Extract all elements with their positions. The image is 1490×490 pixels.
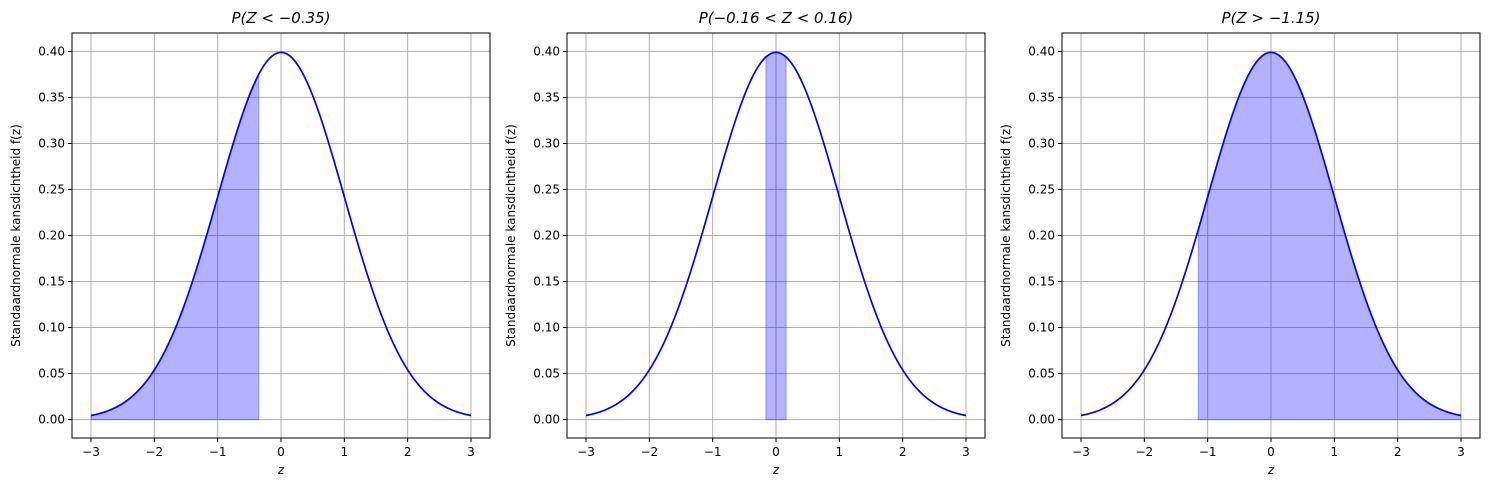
y-tick-label: 0.05 [533,367,560,381]
y-tick-label: 0.20 [1028,229,1055,243]
x-tick-label: 3 [962,445,970,459]
y-tick-label: 0.20 [38,229,65,243]
x-tick-label: −2 [1135,445,1153,459]
x-tick-label: −1 [1199,445,1217,459]
x-axis-label: z [772,463,780,477]
y-tick-label: 0.15 [1028,275,1055,289]
y-tick-label: 0.35 [533,90,560,104]
x-tick-label: −2 [640,445,658,459]
x-tick-label: −1 [209,445,227,459]
y-tick-label: 0.25 [1028,182,1055,196]
x-tick-label: 1 [1331,445,1339,459]
x-tick-label: 0 [772,445,780,459]
pdf-curve [585,51,967,417]
y-tick-label: 0.00 [533,413,560,427]
x-axis-label: z [1267,463,1275,477]
y-tick-label: 0.30 [533,136,560,150]
y-tick-label: 0.20 [533,229,560,243]
x-tick-label: 3 [1457,445,1465,459]
y-tick-label: 0.05 [38,367,65,381]
x-tick-label: 0 [277,445,285,459]
y-tick-label: 0.15 [38,275,65,289]
chart-title: P(Z > −1.15) [1221,9,1320,27]
y-axis-label: Standaardnormale kansdichtheid f(z) [999,124,1013,347]
x-tick-label: 1 [341,445,349,459]
x-tick-label: 3 [467,445,475,459]
x-tick-label: 2 [404,445,412,459]
x-tick-label: −3 [577,445,595,459]
y-tick-label: 0.00 [1028,413,1055,427]
y-tick-label: 0.00 [38,413,65,427]
chart-panel-3: −3 −2 −1 0 1 2 3 0.00 0.05 0.10 0.15 0.20 0.25 0.30 0.… [999,9,1481,477]
y-tick-label: 0.30 [1028,136,1055,150]
y-axis-label: Standaardnormale kansdichtheid f(z) [9,124,23,347]
x-tick-label: −1 [704,445,722,459]
shaded-area [90,73,260,421]
x-tick-label: 1 [836,445,844,459]
y-tick-label: 0.25 [38,182,65,196]
y-axis-label: Standaardnormale kansdichtheid f(z) [504,124,518,347]
y-tick-label: 0.30 [38,136,65,150]
y-tick-label: 0.15 [533,275,560,289]
y-tick-label: 0.10 [533,321,560,335]
y-tick-label: 0.40 [1028,44,1055,58]
y-tick-label: 0.35 [1028,90,1055,104]
chart-panel-2: −3 −2 −1 0 1 2 3 0.00 0.05 0.10 0.15 0.20 0.25 0.30 0.… [504,9,986,477]
x-tick-label: 2 [899,445,907,459]
chart-title: P(−0.16 < Z < 0.16) [699,9,854,27]
y-tick-label: 0.10 [1028,321,1055,335]
y-tick-label: 0.40 [533,44,560,58]
pdf-curve [1080,51,1462,417]
y-tick-label: 0.25 [533,182,560,196]
y-tick-label: 0.35 [38,90,65,104]
chart-panel-1: −3 −2 −1 0 1 2 3 0.00 0.05 0.10 0.15 0.20 0.25 0.30 0.… [9,9,491,477]
shaded-area [765,51,787,421]
x-tick-label: −3 [1072,445,1090,459]
x-axis-label: z [277,463,285,477]
pdf-curve [90,51,472,417]
chart-title: P(Z < −0.35) [231,9,330,27]
x-tick-label: 2 [1394,445,1402,459]
x-tick-label: −2 [145,445,163,459]
y-tick-label: 0.10 [38,321,65,335]
y-tick-label: 0.40 [38,44,65,58]
x-tick-label: 0 [1267,445,1275,459]
y-tick-label: 0.05 [1028,367,1055,381]
x-tick-label: −3 [82,445,100,459]
